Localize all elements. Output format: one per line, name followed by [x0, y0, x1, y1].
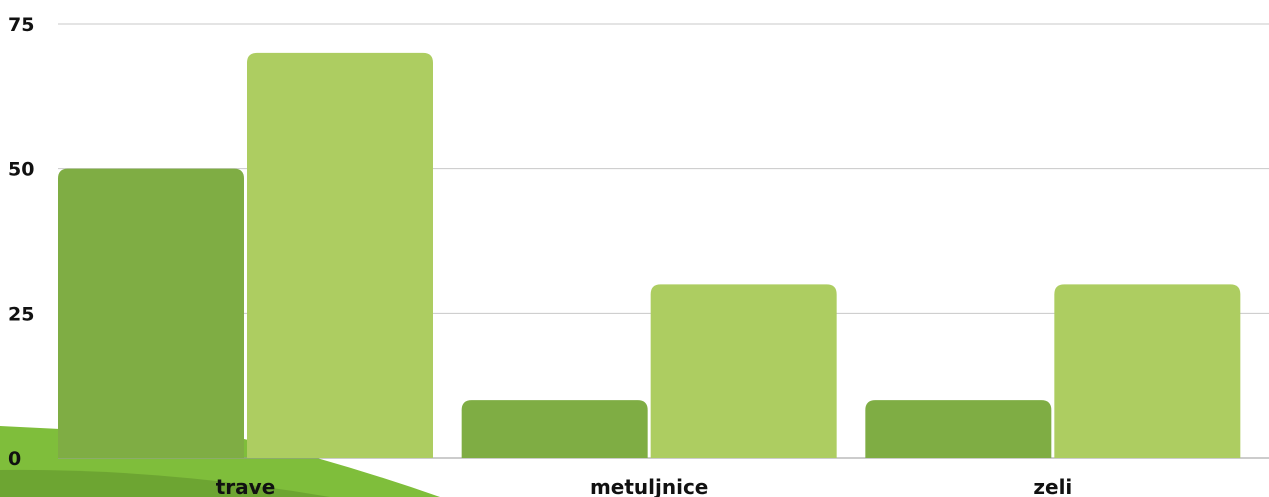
y-tick-label: 25 [8, 303, 34, 325]
decorative-swoosh-shadow [0, 469, 330, 497]
x-category-label: trave [216, 475, 276, 497]
x-axis: trave metuljnice zeli [216, 475, 1073, 497]
bar-trave-series-2 [247, 52, 433, 458]
x-category-label: zeli [1033, 475, 1072, 497]
bar-zeli-series-2 [1054, 284, 1241, 458]
bar-metuljnice-series-1 [461, 400, 648, 458]
x-category-label: metuljnice [590, 475, 708, 497]
y-axis: 0 25 50 75 [8, 14, 34, 470]
y-tick-label: 0 [8, 448, 21, 470]
bar-trave-series-1 [58, 168, 244, 458]
y-tick-label: 75 [8, 14, 34, 36]
y-tick-label: 50 [8, 159, 34, 181]
bar-zeli-series-1 [865, 400, 1052, 458]
bar-metuljnice-series-2 [650, 284, 837, 458]
bars [58, 52, 1241, 458]
